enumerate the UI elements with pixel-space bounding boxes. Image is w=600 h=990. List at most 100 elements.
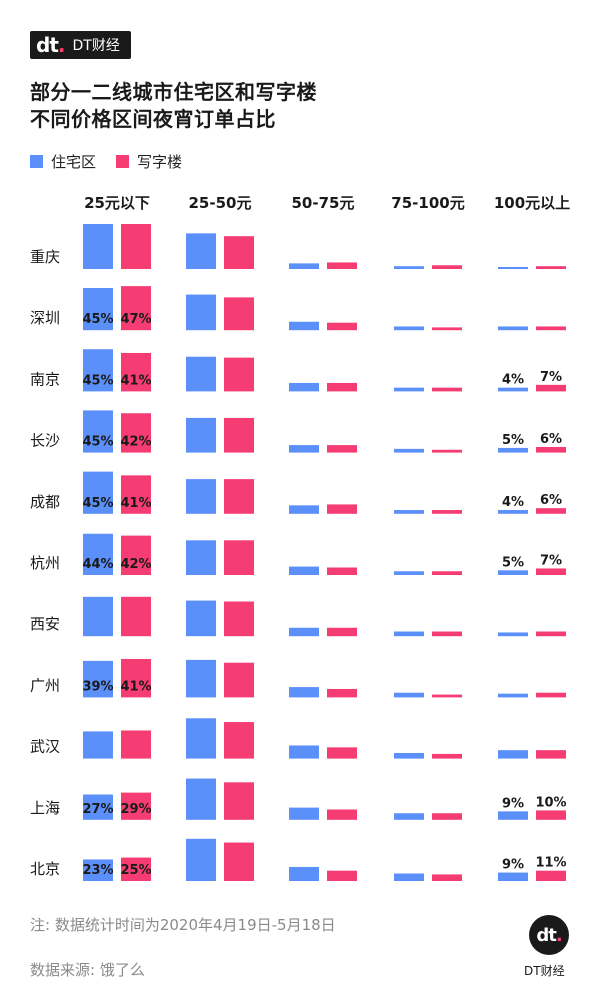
- bar-residential: [394, 510, 424, 514]
- bar-residential: [498, 510, 528, 514]
- bar-office: [224, 417, 254, 453]
- price-range-header: 25-50元: [189, 194, 252, 212]
- bar-office: [432, 510, 462, 514]
- bar-office: [536, 446, 566, 453]
- city-label: 西安: [30, 615, 60, 633]
- data-label: 42%: [120, 557, 151, 572]
- bar-office: [327, 567, 357, 575]
- bar-residential: [289, 382, 319, 392]
- chart-title-line2: 不同价格区间夜宵订单占比: [30, 107, 276, 131]
- bar-residential: [289, 745, 319, 759]
- bar-residential: [394, 266, 424, 269]
- bar-residential: [498, 811, 528, 820]
- dt-logo-text: DT财经: [72, 38, 120, 54]
- data-label: 41%: [120, 496, 151, 511]
- bar-residential: [83, 349, 113, 392]
- data-label: 6%: [540, 493, 562, 508]
- bar-residential: [83, 731, 113, 759]
- city-label: 广州: [30, 676, 60, 694]
- bar-office: [536, 326, 566, 331]
- bar-office: [224, 782, 254, 820]
- bar-residential: [394, 873, 424, 881]
- bar-residential: [83, 410, 113, 453]
- bar-office: [224, 842, 254, 881]
- bar-office: [121, 658, 151, 698]
- bar-residential: [83, 794, 113, 820]
- bar-residential: [498, 387, 528, 392]
- legend-label-residential: 住宅区: [51, 153, 97, 171]
- bar-residential: [498, 570, 528, 575]
- bar-residential: [289, 807, 319, 820]
- data-label: 45%: [82, 373, 113, 388]
- bar-residential: [186, 778, 216, 820]
- footnote: 注: 数据统计时间为2020年4月19日-5月18日: [30, 916, 336, 934]
- city-label: 上海: [30, 799, 60, 817]
- bar-residential: [186, 718, 216, 759]
- bar-residential: [83, 471, 113, 514]
- bar-residential: [186, 417, 216, 453]
- legend-item-residential: 住宅区: [30, 151, 96, 172]
- data-label: 4%: [502, 373, 524, 388]
- bar-residential: [289, 866, 319, 881]
- data-label: 10%: [535, 795, 566, 810]
- bar-office: [327, 809, 357, 820]
- city-label: 成都: [30, 493, 60, 511]
- bar-office: [327, 504, 357, 514]
- bar-office: [224, 297, 254, 331]
- data-label: 44%: [82, 557, 113, 572]
- bar-office: [432, 753, 462, 759]
- chart-title-line1: 部分一二线城市住宅区和写字楼: [30, 80, 317, 104]
- bar-office: [432, 265, 462, 269]
- bar-residential: [186, 838, 216, 881]
- bar-office: [224, 479, 254, 514]
- data-label: 4%: [502, 495, 524, 510]
- bar-residential: [289, 627, 319, 637]
- price-range-header: 50-75元: [292, 194, 355, 212]
- data-source: 数据来源: 饿了么: [30, 961, 145, 979]
- bar-residential: [186, 659, 216, 698]
- bar-office: [536, 631, 566, 637]
- bar-residential: [498, 447, 528, 453]
- bar-residential: [289, 566, 319, 575]
- bar-residential: [186, 233, 216, 269]
- bar-office: [536, 810, 566, 820]
- bar-office: [432, 449, 462, 453]
- bar-residential: [289, 505, 319, 514]
- bar-office: [224, 540, 254, 575]
- bar-residential: [498, 693, 528, 698]
- bar-office: [224, 601, 254, 637]
- data-label: 29%: [120, 802, 151, 817]
- brand-badge: dt.: [529, 915, 569, 955]
- bar-residential: [186, 294, 216, 331]
- bar-residential: [83, 596, 113, 637]
- bar-office: [536, 692, 566, 698]
- legend-swatch-residential: [30, 155, 43, 168]
- data-label: 45%: [82, 435, 113, 450]
- price-range-header: 75-100元: [391, 194, 464, 212]
- bar-office: [432, 571, 462, 575]
- data-label: 23%: [82, 863, 113, 878]
- data-label: 9%: [502, 858, 524, 873]
- data-label: 41%: [120, 679, 151, 694]
- city-label: 武汉: [30, 738, 60, 756]
- bar-office: [121, 224, 151, 269]
- bar-residential: [186, 540, 216, 575]
- bar-office: [327, 445, 357, 453]
- bar-office: [121, 413, 151, 453]
- price-range-header: 25元以下: [84, 194, 150, 212]
- city-label: 北京: [30, 860, 60, 878]
- bar-residential: [83, 288, 113, 331]
- bar-office: [536, 266, 566, 269]
- bar-office: [536, 750, 566, 759]
- data-label: 39%: [82, 679, 113, 694]
- bar-residential: [394, 631, 424, 637]
- bar-residential: [83, 660, 113, 698]
- city-label: 长沙: [30, 432, 60, 450]
- data-label: 7%: [540, 370, 562, 385]
- bar-office: [327, 627, 357, 637]
- bar-residential: [394, 571, 424, 575]
- bar-office: [536, 508, 566, 514]
- bar-residential: [289, 263, 319, 269]
- bar-office: [121, 352, 151, 392]
